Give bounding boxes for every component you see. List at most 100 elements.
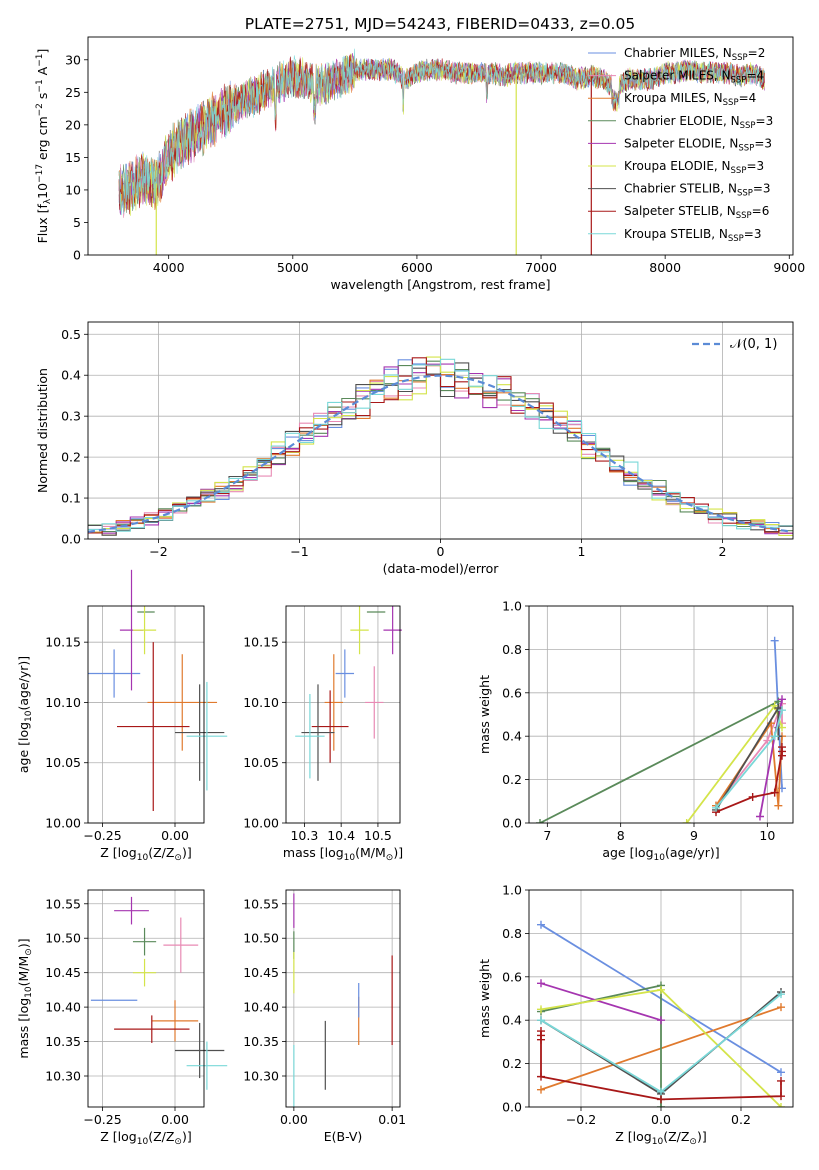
x-axis-label: E(B-V) xyxy=(324,1129,363,1144)
series-marker xyxy=(748,792,757,801)
y-tick-label: 0.3 xyxy=(61,409,81,424)
y-tick-label: 10.55 xyxy=(45,896,81,911)
y-tick-label: 10.50 xyxy=(243,931,279,946)
panel-weight-vs-Z: −0.2 0.0 0.2 0.0 0.2 0.4 0.6 0.8 1.0 Z [log10(Z/Z… xyxy=(477,883,794,1147)
series-marker xyxy=(537,979,545,988)
series-marker xyxy=(777,1103,785,1107)
plot-area xyxy=(88,569,228,811)
y-tick-label: 0.8 xyxy=(502,926,522,941)
errorbar-point xyxy=(132,958,157,987)
panel-age-vs-mass: 10.3 10.4 10.5 10.00 10.05 10.10 10.15 mass [lo… xyxy=(243,605,403,863)
y-tick-label: 10.45 xyxy=(243,965,279,980)
legend-entry: Salpeter STELIB, NSSP=6 xyxy=(624,204,769,221)
legend-entry: Kroupa ELODIE, NSSP=3 xyxy=(624,159,764,176)
series-marker xyxy=(537,1005,545,1014)
y-tick-label: 10.10 xyxy=(243,695,279,710)
x-tick-label: 5000 xyxy=(277,260,309,275)
panel-spectrum: 4000 5000 6000 7000 8000 9000 0 5 10 15 20 25 30 wave… xyxy=(35,36,805,292)
x-tick-label: 0.00 xyxy=(161,828,189,843)
y-tick-label: 0.5 xyxy=(61,327,81,342)
weight-series xyxy=(537,1027,785,1104)
y-tick-label: 15 xyxy=(65,150,81,165)
y-tick-label: 10.30 xyxy=(45,1069,81,1084)
axes-frame xyxy=(285,889,401,1108)
y-tick-label: 30 xyxy=(65,52,81,67)
legend-entry: Kroupa MILES, NSSP=4 xyxy=(624,91,756,108)
series-marker xyxy=(537,1072,545,1081)
axes-frame xyxy=(285,605,401,824)
axes-frame xyxy=(87,889,205,1108)
y-axis-label: Flux [fλ10−17 erg cm−2 s−1 A−1] xyxy=(35,49,53,244)
series-marker xyxy=(770,636,779,645)
series-marker xyxy=(778,695,786,704)
series-marker xyxy=(657,1095,665,1104)
axes-frame xyxy=(87,36,794,256)
y-axis-label: mass weight xyxy=(477,675,492,754)
errorbar-point xyxy=(350,606,369,655)
series-marker xyxy=(778,706,786,715)
y-tick-label: 0.6 xyxy=(502,685,522,700)
x-tick-label: −0.2 xyxy=(566,1112,596,1127)
x-tick-label: 9000 xyxy=(773,260,805,275)
errorbar-point xyxy=(295,694,325,779)
errorbar-point xyxy=(114,1015,190,1043)
series-marker xyxy=(657,985,665,994)
x-tick-label: 10 xyxy=(759,828,775,843)
y-tick-label: 0.4 xyxy=(502,729,522,744)
y-tick-label: 5 xyxy=(73,215,81,230)
x-tick-label: 0 xyxy=(437,544,445,559)
x-tick-label: 8000 xyxy=(649,260,681,275)
series-marker xyxy=(657,1087,665,1096)
series-marker xyxy=(770,732,779,741)
y-tick-label: 10.35 xyxy=(243,1034,279,1049)
plot-area xyxy=(536,636,786,823)
y-axis-label: age [log10(age/yr)] xyxy=(16,656,34,773)
legend-entry: Chabrier MILES, NSSP=2 xyxy=(624,46,765,63)
series-line xyxy=(540,982,662,1022)
y-tick-label: 10.45 xyxy=(45,965,81,980)
y-tick-label: 10.15 xyxy=(45,635,81,650)
legend-entry: Salpeter ELODIE, NSSP=3 xyxy=(624,136,772,153)
x-tick-label: 0.01 xyxy=(378,1112,406,1127)
series-marker xyxy=(778,751,786,760)
y-tick-label: 0 xyxy=(73,248,81,263)
errorbar-point xyxy=(335,649,355,698)
spectrum-line xyxy=(118,53,765,216)
x-tick-label: 6000 xyxy=(401,260,433,275)
y-tick-label: 0.4 xyxy=(61,368,81,383)
series-marker xyxy=(777,1068,785,1077)
x-tick-label: 10.3 xyxy=(290,828,318,843)
errorbar-point xyxy=(186,1041,228,1090)
errorbar-point xyxy=(132,606,157,655)
y-tick-label: 10.00 xyxy=(45,816,81,831)
y-tick-label: 10 xyxy=(65,182,81,197)
legend-entry: Salpeter MILES, NSSP=4 xyxy=(624,69,764,86)
axes-frame xyxy=(528,605,794,824)
y-tick-label: 0.8 xyxy=(502,642,522,657)
errorbar-point xyxy=(383,606,402,655)
x-axis-label: (data-model)/error xyxy=(383,561,500,576)
panel-age-vs-Z: −0.25 0.00 10.00 10.05 10.10 10.15 Z [log10(Z/… xyxy=(16,569,228,863)
errorbar-point xyxy=(88,649,141,698)
panel-mass-vs-Z: −0.25 0.00 10.30 10.35 10.40 10.45 10.50 10.55 Z… xyxy=(16,889,228,1147)
series-marker xyxy=(712,803,720,812)
legend-entry: Kroupa STELIB, NSSP=3 xyxy=(624,227,762,244)
panel-mass-vs-ebv: 0.00 0.01 10.30 10.35 10.40 10.45 10.50 10.55 E(… xyxy=(243,889,406,1144)
series-marker xyxy=(537,1085,545,1094)
series-marker xyxy=(756,812,764,821)
series-marker xyxy=(537,1016,545,1025)
histogram-step xyxy=(88,357,793,534)
x-tick-label: 2 xyxy=(719,544,727,559)
x-axis-label: age [log10(age/yr)] xyxy=(602,845,719,863)
plot-area xyxy=(118,48,765,255)
x-tick-label: 8 xyxy=(617,828,625,843)
y-tick-label: 10.00 xyxy=(243,816,279,831)
series-line xyxy=(715,704,780,811)
y-tick-label: 0.0 xyxy=(502,1100,522,1115)
axes-frame xyxy=(87,605,205,824)
errorbar-point xyxy=(324,654,343,751)
y-tick-label: 10.15 xyxy=(243,635,279,650)
x-tick-label: 4000 xyxy=(153,260,185,275)
series-marker xyxy=(778,743,786,752)
